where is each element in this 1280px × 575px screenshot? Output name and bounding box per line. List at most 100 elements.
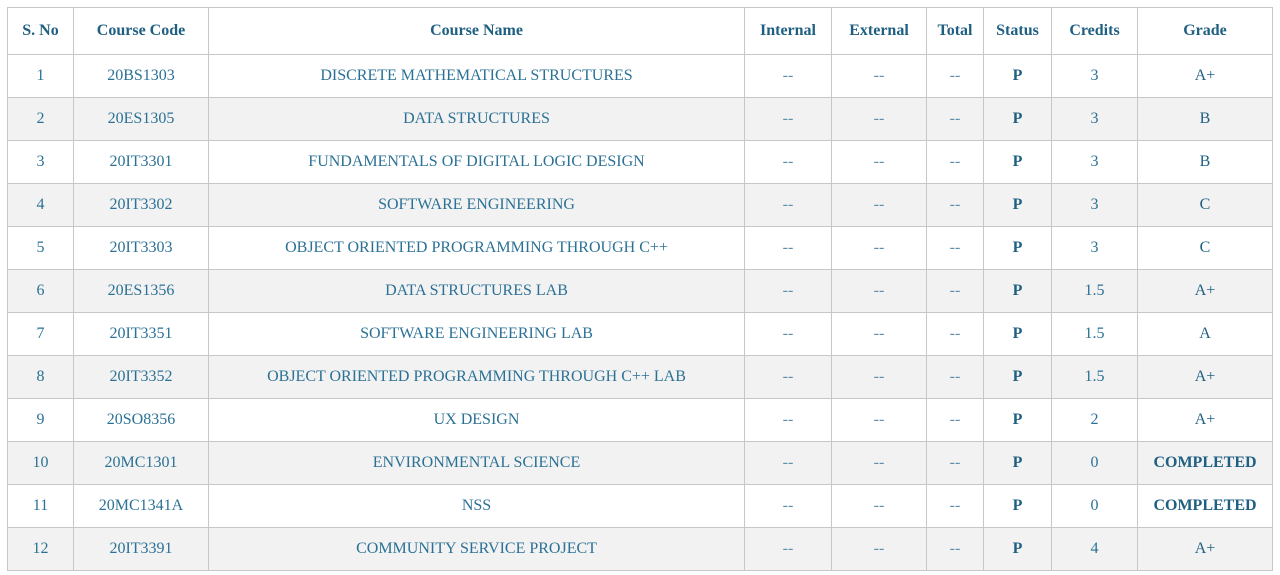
cell-course-name: DATA STRUCTURES LAB	[208, 269, 745, 313]
cell-external: --	[831, 398, 927, 442]
cell-credits: 3	[1051, 140, 1138, 184]
cell-credits: 0	[1051, 484, 1138, 528]
cell-internal: --	[744, 140, 832, 184]
cell-total: --	[926, 140, 984, 184]
cell-internal: --	[744, 312, 832, 356]
cell-external: --	[831, 183, 927, 227]
header-grade: Grade	[1137, 7, 1273, 55]
cell-internal: --	[744, 441, 832, 485]
cell-grade: COMPLETED	[1137, 484, 1273, 528]
cell-course-code: 20IT3301	[73, 140, 209, 184]
cell-course-code: 20IT3351	[73, 312, 209, 356]
table-row: 11 20MC1341A NSS -- -- -- P 0 COMPLETED	[7, 484, 1273, 528]
cell-grade: A+	[1137, 54, 1273, 98]
table-row: 1 20BS1303 DISCRETE MATHEMATICAL STRUCTURE…	[7, 54, 1273, 98]
cell-course-code: 20BS1303	[73, 54, 209, 98]
cell-credits: 1.5	[1051, 355, 1138, 399]
cell-credits: 1.5	[1051, 312, 1138, 356]
cell-credits: 3	[1051, 226, 1138, 270]
table-row: 5 20IT3303 OBJECT ORIENTED PROGRAMMING THR…	[7, 226, 1273, 270]
cell-internal: --	[744, 226, 832, 270]
cell-total: --	[926, 527, 984, 571]
cell-credits: 3	[1051, 54, 1138, 98]
cell-external: --	[831, 484, 927, 528]
header-course-name: Course Name	[208, 7, 745, 55]
cell-external: --	[831, 355, 927, 399]
cell-external: --	[831, 140, 927, 184]
cell-course-code: 20IT3302	[73, 183, 209, 227]
cell-status: P	[983, 54, 1052, 98]
cell-sno: 2	[7, 97, 74, 141]
cell-status: P	[983, 226, 1052, 270]
cell-external: --	[831, 97, 927, 141]
cell-internal: --	[744, 355, 832, 399]
table-row: 12 20IT3391 COMMUNITY SERVICE PROJECT -- -- -…	[7, 527, 1273, 571]
header-course-code: Course Code	[73, 7, 209, 55]
cell-status: P	[983, 398, 1052, 442]
cell-total: --	[926, 355, 984, 399]
cell-course-name: SOFTWARE ENGINEERING LAB	[208, 312, 745, 356]
table-row: 8 20IT3352 OBJECT ORIENTED PROGRAMMING THR…	[7, 355, 1273, 399]
cell-credits: 0	[1051, 441, 1138, 485]
cell-course-name: OBJECT ORIENTED PROGRAMMING THROUGH C++	[208, 226, 745, 270]
cell-status: P	[983, 269, 1052, 313]
header-credits: Credits	[1051, 7, 1138, 55]
cell-external: --	[831, 312, 927, 356]
cell-internal: --	[744, 54, 832, 98]
cell-internal: --	[744, 398, 832, 442]
header-sno: S. No	[7, 7, 74, 55]
cell-total: --	[926, 312, 984, 356]
cell-internal: --	[744, 97, 832, 141]
table-row: 6 20ES1356 DATA STRUCTURES LAB -- -- -- P 1.5 A+	[7, 269, 1273, 313]
cell-credits: 3	[1051, 183, 1138, 227]
cell-sno: 1	[7, 54, 74, 98]
cell-sno: 5	[7, 226, 74, 270]
cell-credits: 1.5	[1051, 269, 1138, 313]
cell-course-code: 20MC1301	[73, 441, 209, 485]
cell-status: P	[983, 312, 1052, 356]
cell-total: --	[926, 398, 984, 442]
cell-status: P	[983, 441, 1052, 485]
cell-grade: A+	[1137, 355, 1273, 399]
cell-external: --	[831, 441, 927, 485]
table-row: 9 20SO8356 UX DESIGN -- -- -- P 2 A+	[7, 398, 1273, 442]
cell-course-code: 20ES1305	[73, 97, 209, 141]
cell-external: --	[831, 54, 927, 98]
cell-sno: 9	[7, 398, 74, 442]
table-row: 10 20MC1301 ENVIRONMENTAL SCIENCE -- -- -- P 0 C…	[7, 441, 1273, 485]
cell-status: P	[983, 183, 1052, 227]
table-body: 1 20BS1303 DISCRETE MATHEMATICAL STRUCTURE…	[7, 54, 1273, 571]
cell-status: P	[983, 97, 1052, 141]
cell-status: P	[983, 355, 1052, 399]
header-status: Status	[983, 7, 1052, 55]
cell-course-code: 20SO8356	[73, 398, 209, 442]
table-row: 2 20ES1305 DATA STRUCTURES -- -- -- P 3 B	[7, 97, 1273, 141]
cell-sno: 8	[7, 355, 74, 399]
cell-grade: B	[1137, 140, 1273, 184]
cell-course-name: SOFTWARE ENGINEERING	[208, 183, 745, 227]
cell-course-code: 20IT3352	[73, 355, 209, 399]
cell-sno: 12	[7, 527, 74, 571]
cell-total: --	[926, 183, 984, 227]
cell-grade: COMPLETED	[1137, 441, 1273, 485]
cell-internal: --	[744, 269, 832, 313]
cell-course-code: 20ES1356	[73, 269, 209, 313]
cell-grade: A	[1137, 312, 1273, 356]
cell-total: --	[926, 484, 984, 528]
cell-course-code: 20MC1341A	[73, 484, 209, 528]
cell-status: P	[983, 484, 1052, 528]
table-row: 4 20IT3302 SOFTWARE ENGINEERING -- -- -- P 3 C	[7, 183, 1273, 227]
cell-course-name: FUNDAMENTALS OF DIGITAL LOGIC DESIGN	[208, 140, 745, 184]
cell-grade: A+	[1137, 269, 1273, 313]
table-header: S. No Course Code Course Name Internal E…	[7, 7, 1273, 55]
cell-grade: A+	[1137, 398, 1273, 442]
cell-total: --	[926, 226, 984, 270]
table-row: 3 20IT3301 FUNDAMENTALS OF DIGITAL LOGIC D…	[7, 140, 1273, 184]
cell-course-code: 20IT3391	[73, 527, 209, 571]
cell-sno: 3	[7, 140, 74, 184]
cell-course-name: COMMUNITY SERVICE PROJECT	[208, 527, 745, 571]
table-row: 7 20IT3351 SOFTWARE ENGINEERING LAB -- -- -- P…	[7, 312, 1273, 356]
header-external: External	[831, 7, 927, 55]
cell-internal: --	[744, 527, 832, 571]
cell-grade: B	[1137, 97, 1273, 141]
